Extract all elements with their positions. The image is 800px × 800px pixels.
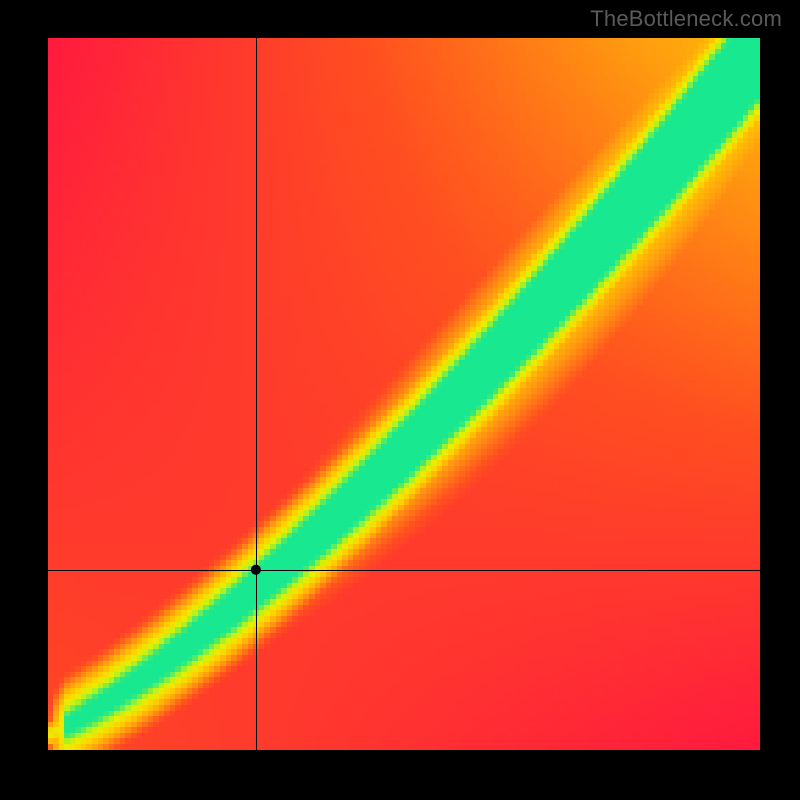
watermark-text: TheBottleneck.com — [590, 6, 782, 32]
bottleneck-heatmap — [48, 38, 760, 750]
figure-container: TheBottleneck.com — [0, 0, 800, 800]
